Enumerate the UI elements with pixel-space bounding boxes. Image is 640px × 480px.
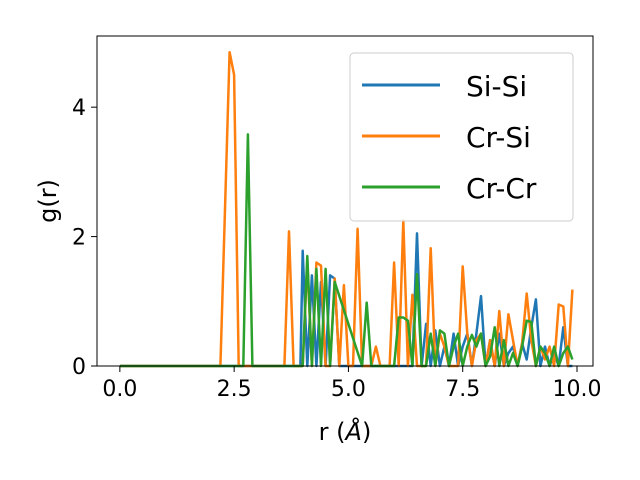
series-line-si-si (119, 232, 573, 368)
x-tick-label: 2.5 (217, 377, 252, 402)
x-tick-label: 10.0 (553, 377, 602, 402)
x-tick-label: 0.0 (102, 377, 137, 402)
legend-label-cr-cr: Cr-Cr (466, 172, 537, 205)
y-tick-label: 0 (72, 355, 86, 380)
legend-frame (349, 52, 574, 222)
legend: Si-Si Cr-Si Cr-Cr (349, 52, 574, 222)
y-tick-label: 4 (72, 96, 86, 121)
y-tick-label: 2 (72, 226, 86, 251)
y-axis: 0 2 4 (72, 96, 97, 380)
x-tick-label: 5.0 (331, 377, 366, 402)
legend-label-cr-si: Cr-Si (466, 121, 531, 154)
x-axis-label: r (Å) (319, 417, 372, 446)
y-axis-label: g(r) (34, 179, 62, 223)
x-axis: 0.0 2.5 5.0 7.5 10.0 (102, 366, 601, 402)
plot-frame (96, 35, 594, 367)
x-tick-label: 7.5 (445, 377, 480, 402)
legend-label-si-si: Si-Si (466, 70, 527, 103)
